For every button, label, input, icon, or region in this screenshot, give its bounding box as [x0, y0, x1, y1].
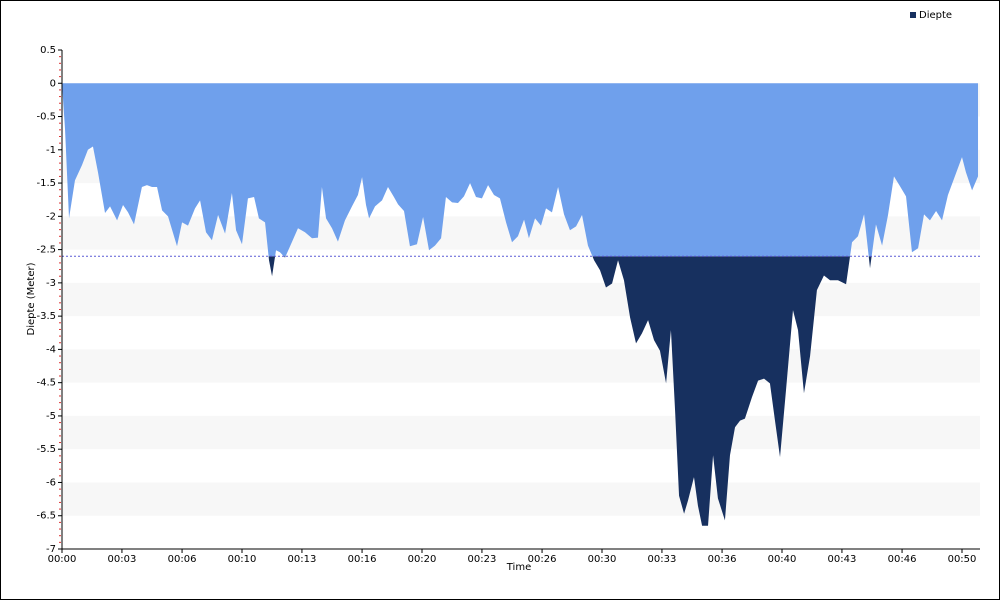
x-tick-label: 00:13 [288, 554, 317, 565]
x-tick-label: 00:30 [588, 554, 617, 565]
x-tick-label: 00:16 [348, 554, 377, 565]
x-tick-label: 00:03 [108, 554, 137, 565]
y-tick-label: -2.5 [36, 245, 56, 256]
legend-marker [910, 12, 916, 18]
grid-band [62, 415, 980, 450]
y-tick-label: -3 [46, 278, 56, 289]
x-axis-label: Time [506, 562, 531, 573]
grid-band [62, 349, 980, 383]
x-tick-label: 00:10 [228, 554, 257, 565]
y-tick-label: -4 [46, 344, 56, 355]
y-tick-label: 0.5 [40, 45, 56, 56]
x-tick-label: 00:50 [948, 554, 977, 565]
x-tick-label: 00:20 [408, 554, 437, 565]
x-tick-label: 00:26 [528, 554, 557, 565]
y-tick-label: -0.5 [36, 112, 56, 123]
x-tick-label: 00:23 [468, 554, 497, 565]
area-below [268, 256, 872, 526]
x-tick-label: 00:36 [708, 554, 737, 565]
y-tick-label: -3.5 [36, 311, 56, 322]
y-tick-label: -1 [46, 145, 56, 156]
x-tick-label: 00:33 [648, 554, 677, 565]
y-tick-label: -4.5 [36, 378, 56, 389]
y-tick-label: -6.5 [36, 511, 56, 522]
y-tick-label: -6 [46, 477, 56, 488]
x-tick-label: 00:06 [168, 554, 197, 565]
area [62, 83, 979, 257]
y-tick-label: -2 [46, 211, 56, 222]
y-tick-label: 0 [50, 78, 56, 89]
x-tick-label: 00:40 [768, 554, 797, 565]
y-tick-label: -1.5 [36, 178, 56, 189]
x-tick-label: 00:46 [888, 554, 917, 565]
y-tick-label: -5 [46, 411, 56, 422]
x-tick-label: 00:43 [828, 554, 857, 565]
y-axis-label: Diepte (Meter) [26, 262, 37, 335]
grid-band [62, 282, 980, 317]
y-tick-label: -7 [46, 544, 56, 555]
y-tick-label: -5.5 [36, 444, 56, 455]
grid-band [62, 482, 980, 516]
legend-label: Diepte [919, 10, 952, 21]
x-tick-label: 00:00 [48, 554, 77, 565]
